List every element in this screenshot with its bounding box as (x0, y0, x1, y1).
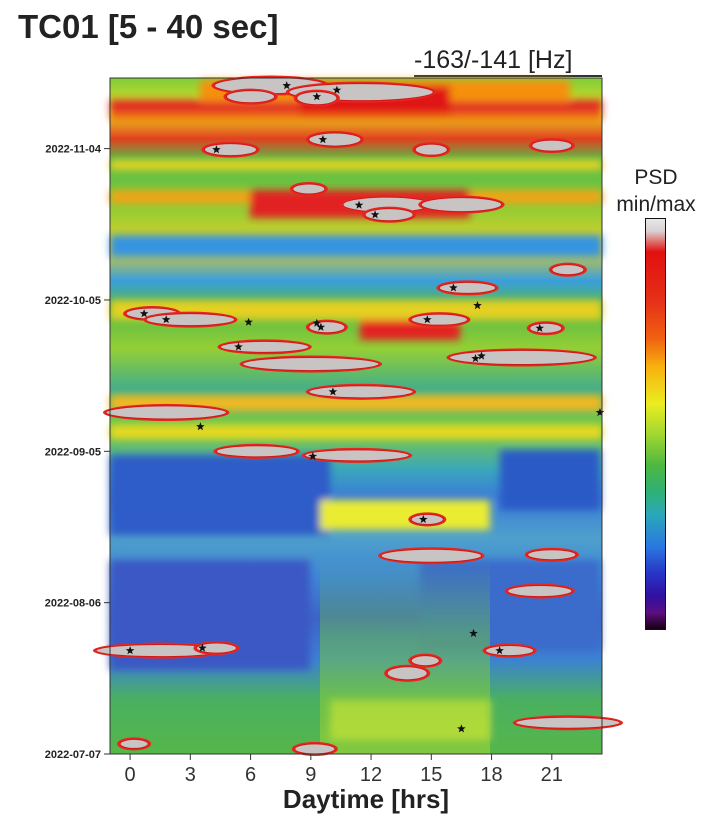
event-star-marker (328, 387, 338, 396)
event-star-marker (469, 628, 478, 638)
event-star-marker (332, 85, 342, 94)
hotspot-core (219, 340, 310, 353)
event-star-marker (212, 145, 221, 154)
event-star-marker (449, 283, 458, 292)
hotspot-core (308, 132, 362, 147)
event-star-marker (234, 342, 243, 351)
event-star-marker (495, 646, 504, 655)
y-tick-label: 2022-09-05 (45, 446, 101, 458)
hotspot-core (215, 445, 298, 458)
hotspot-core (105, 405, 227, 420)
hotspot-core (529, 322, 563, 334)
x-tick-label: 6 (245, 764, 256, 786)
event-star-marker (125, 646, 135, 655)
event-star-marker (370, 210, 380, 219)
event-star-marker (316, 322, 326, 331)
event-star-marker (595, 408, 605, 417)
event-star-marker (423, 315, 432, 324)
x-tick-label: 3 (185, 764, 196, 786)
hotspot-core (242, 356, 380, 372)
event-star-marker (318, 135, 328, 144)
event-star-marker (161, 315, 171, 324)
hotspot-core (507, 585, 573, 598)
x-axis: 0 3 6 9 12 15 18 21 (125, 754, 563, 786)
x-tick-label: 9 (305, 764, 316, 786)
hotspot-core (527, 549, 577, 561)
event-star-marker (196, 422, 205, 431)
hotspot-core (380, 548, 483, 563)
hotspot-core (145, 313, 236, 327)
hotspot-core (438, 281, 497, 294)
hotspot-core (448, 349, 595, 366)
hotspot-core (203, 143, 258, 157)
y-axis: 2022-11-04 2022-10-05 2022-09-05 2022-08-06… (45, 144, 110, 761)
event-star-marker (457, 724, 466, 733)
hotspots (92, 75, 624, 756)
hotspot-core (551, 264, 585, 276)
event-star-marker (139, 309, 149, 318)
event-star-marker (312, 318, 322, 327)
hotspot-core (294, 743, 336, 755)
event-star-marker (354, 200, 364, 209)
hotspot-core (292, 183, 326, 195)
x-tick-label: 12 (360, 764, 382, 786)
event-star-marker (312, 92, 322, 101)
x-tick-label: 0 (125, 764, 136, 786)
event-star-marker (535, 323, 544, 332)
y-tick-label: 2022-08-06 (45, 598, 101, 610)
hotspot-core (531, 139, 573, 152)
event-star-marker (198, 643, 207, 652)
hotspot-core (414, 143, 448, 156)
event-star-marker (244, 317, 253, 326)
event-star-marker (419, 514, 428, 524)
hotspot-core (515, 716, 621, 729)
y-tick-label: 2022-07-07 (45, 749, 101, 761)
hotspot-core (420, 197, 503, 213)
event-star-marker (282, 81, 291, 90)
event-star-marker (473, 301, 482, 310)
event-star-marker (477, 351, 486, 360)
daytime-band (320, 560, 490, 754)
hotspot-core (364, 208, 414, 222)
hotspot-core (386, 666, 428, 681)
hotspot-core (308, 385, 414, 399)
hotspot-core (410, 513, 444, 525)
hotspot-core (308, 321, 346, 334)
frequency-range-label: -163/-141 [Hz] (414, 46, 573, 74)
hotspot-core (195, 642, 238, 654)
y-tick-label: 2022-11-04 (45, 144, 102, 156)
y-tick-label: 2022-10-05 (45, 295, 101, 307)
x-tick-label: 18 (480, 764, 502, 786)
hotspot-core (304, 449, 410, 462)
hotspot-core (410, 313, 468, 326)
hotspot-core (485, 645, 535, 657)
plot-frame (109, 77, 603, 755)
frequency-underline (414, 75, 602, 77)
colorbar-label: PSD min/max (616, 166, 696, 216)
hotspot-core (410, 655, 440, 667)
x-axis-label: Daytime [hrs] (283, 784, 449, 814)
event-star-marker (471, 354, 480, 363)
x-tick-label: 15 (420, 764, 442, 786)
hotspot-core (225, 90, 276, 104)
event-star-marker (308, 451, 318, 460)
x-tick-label: 21 (541, 764, 563, 786)
chart-title: TC01 [5 - 40 sec] (18, 8, 279, 45)
hotspot-core (119, 738, 149, 749)
plot-area (92, 75, 624, 756)
colorbar (645, 218, 666, 630)
